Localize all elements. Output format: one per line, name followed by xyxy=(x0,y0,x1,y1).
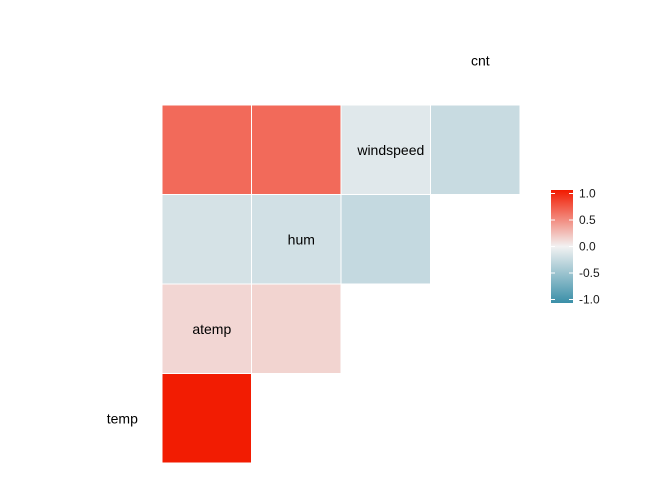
variable-label-cnt: cnt xyxy=(471,52,490,68)
variable-label-hum: hum xyxy=(288,231,315,247)
variable-label-temp: temp xyxy=(107,410,138,426)
heatmap-cell-atemp-temp xyxy=(161,373,252,464)
heatmap-cells xyxy=(161,104,521,464)
legend-tick-label: 0.5 xyxy=(579,213,596,227)
legend-tick-label: -0.5 xyxy=(579,266,600,280)
color-legend: 1.0 0.5 0.0 -0.5 -1.0 xyxy=(551,187,600,307)
color-legend-bar xyxy=(551,190,573,303)
heatmap-cell-windspeed-temp xyxy=(161,194,252,285)
legend-tick-label: 0.0 xyxy=(579,240,596,254)
heatmap-cell-windspeed-hum xyxy=(340,194,431,285)
legend-ticks: 1.0 0.5 0.0 -0.5 -1.0 xyxy=(551,187,600,307)
heatmap-cell-cnt-temp xyxy=(161,104,252,195)
heatmap-cell-hum-atemp xyxy=(251,283,342,374)
variable-label-atemp: atemp xyxy=(192,321,231,337)
variable-labels: temp atemp hum windspeed cnt xyxy=(107,52,490,426)
heatmap-cell-windspeed-atemp xyxy=(251,194,342,285)
heatmap-cell-cnt-atemp xyxy=(251,104,342,195)
legend-tick-label: 1.0 xyxy=(579,187,596,201)
variable-label-windspeed: windspeed xyxy=(356,142,424,158)
heatmap-cell-cnt-windspeed xyxy=(430,104,521,195)
heatmap-cell-hum-temp xyxy=(161,283,252,374)
heatmap-cell-cnt-hum xyxy=(340,104,431,195)
legend-tick-label: -1.0 xyxy=(579,293,600,307)
